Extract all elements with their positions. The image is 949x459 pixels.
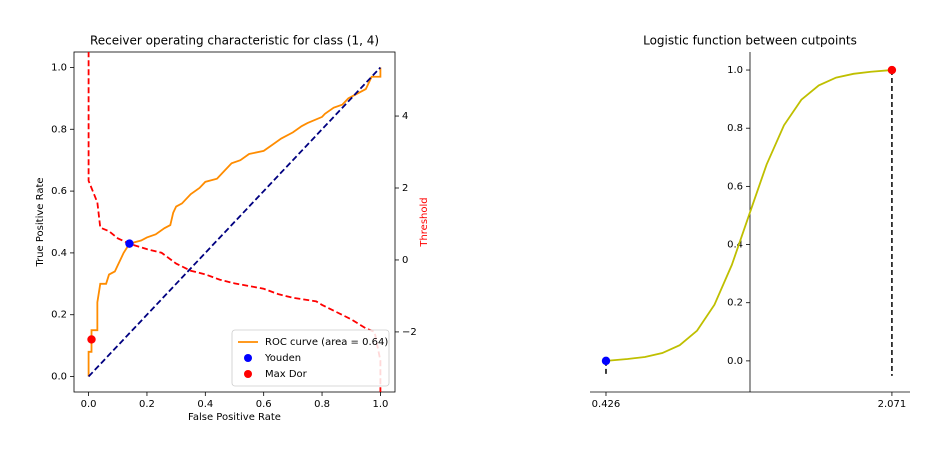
y-tick-label: 0.6 — [51, 186, 67, 197]
plot-area — [605, 69, 892, 362]
chart-title: Logistic function between cutpoints — [643, 34, 857, 48]
y-tick-label: 0.8 — [51, 124, 67, 135]
plot-area — [87, 52, 382, 392]
x-tick-label: 0.2 — [139, 399, 155, 410]
legend-label: Max Dor — [265, 369, 308, 380]
y-tick-label: 0.0 — [727, 356, 743, 367]
point — [601, 356, 611, 366]
x-tick-label: 0.0 — [81, 399, 97, 410]
y-tick-label: 0.0 — [51, 372, 67, 383]
x-tick-label: 1.0 — [372, 399, 388, 410]
chart-panel: Logistic function between cutpoints 0.426… — [590, 34, 910, 410]
legend-marker — [244, 370, 252, 378]
y-tick-label: 0.4 — [727, 240, 743, 251]
y2-axis-label: Threshold — [419, 197, 430, 247]
legend-label: ROC curve (area = 0.64) — [265, 337, 388, 348]
legend-marker — [244, 354, 252, 362]
y-axis-label: True Positive Rate — [35, 177, 46, 267]
point — [87, 335, 96, 344]
x-tick-label: 0.4 — [197, 399, 213, 410]
series-line — [87, 66, 382, 378]
x-tick-label: 2.071 — [878, 399, 907, 410]
y2-tick-label: −2 — [402, 327, 417, 338]
chart-panel: Receiver operating characteristic for cl… — [35, 34, 430, 424]
x-axis-label: False Positive Rate — [188, 412, 281, 423]
y-tick-label: 0.2 — [727, 298, 743, 309]
y-tick-label: 0.2 — [51, 310, 67, 321]
x-tick-label: 0.426 — [592, 399, 621, 410]
legend-label: Youden — [264, 353, 301, 364]
y-tick-label: 0.8 — [727, 123, 743, 134]
y2-tick-label: 4 — [402, 111, 408, 122]
y-tick-label: 0.4 — [51, 248, 67, 259]
point — [125, 239, 134, 248]
y-tick-label: 1.0 — [727, 65, 743, 76]
x-tick-label: 0.8 — [314, 399, 330, 410]
legend-box — [231, 329, 390, 387]
series-line — [87, 67, 382, 377]
chart-title: Receiver operating characteristic for cl… — [90, 34, 379, 48]
point — [887, 65, 897, 75]
y2-tick-label: 0 — [402, 255, 408, 266]
y2-tick-label: 2 — [402, 183, 408, 194]
y-tick-label: 0.6 — [727, 181, 743, 192]
x-tick-label: 0.6 — [256, 399, 272, 410]
series-line — [605, 69, 892, 362]
y-tick-label: 1.0 — [51, 62, 67, 73]
series-line — [87, 52, 382, 392]
axes-frame — [73, 51, 396, 393]
